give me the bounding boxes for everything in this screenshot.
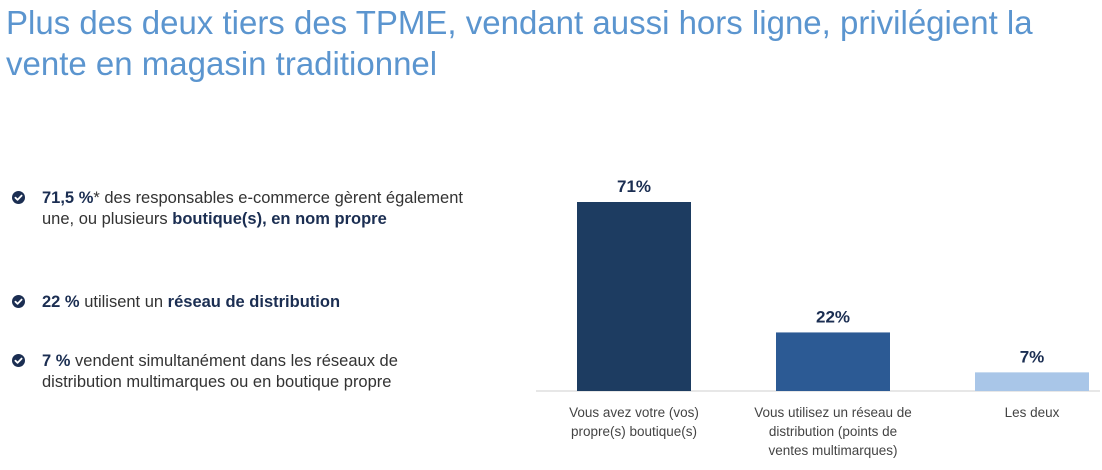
bullet-both-part-2: vendent simultanément dans les réseaux d… — [42, 352, 398, 391]
bullet-both-part-1: 7 % — [42, 352, 71, 370]
bar-2 — [776, 332, 890, 391]
bar-3 — [975, 372, 1089, 391]
check-circle-icon — [12, 295, 25, 308]
bullet-text-shops: 71,5 %* des responsables e-commerce gère… — [42, 188, 482, 230]
check-circle-icon — [12, 191, 25, 204]
bullet-text-both: 7 % vendent simultanément dans les résea… — [42, 351, 482, 393]
page-title: Plus des deux tiers des TPME, vendant au… — [6, 4, 1033, 82]
bullet-network-part-2: utilisent un — [79, 293, 168, 311]
bullet-network-part-1: 22 % — [42, 293, 80, 311]
bullet-network-part-3: réseau de distribution — [167, 293, 341, 311]
bullet-shops-part-2: * des responsables e-commerce gèrent éga… — [42, 189, 463, 228]
category-label-3: Les deux — [1004, 405, 1060, 420]
bullet-shops-part-1: 71,5 % — [42, 189, 94, 207]
bullet-text-network: 22 % utilisent un réseau de distribution — [42, 292, 482, 313]
bullet-shops-part-3: boutique(s), en nom propre — [172, 210, 387, 228]
bar-value-label-3: 7% — [1020, 347, 1045, 366]
category-label-1: Vous avez votre (vos) propre(s) boutique… — [569, 405, 699, 439]
category-label-2: Vous utilisez un réseau de distribution … — [754, 405, 912, 458]
bar-value-label-2: 22% — [816, 307, 850, 326]
bar-1 — [577, 202, 691, 391]
check-circle-icon — [12, 354, 25, 367]
bar-value-label-1: 71% — [617, 177, 651, 196]
